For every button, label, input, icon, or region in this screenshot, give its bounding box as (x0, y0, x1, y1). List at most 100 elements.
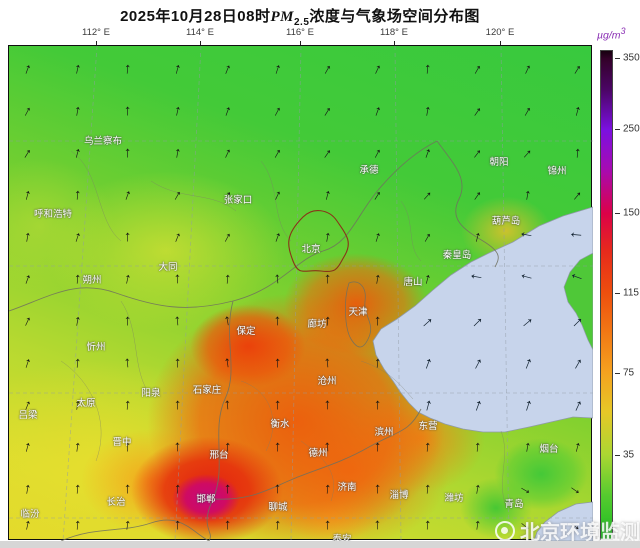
city-label: 北京 (301, 244, 321, 255)
wind-arrow: → (563, 393, 587, 416)
wind-arrow: → (315, 185, 336, 205)
wind-arrow: → (166, 480, 185, 498)
wind-arrow: → (464, 99, 487, 122)
city-label: 太原 (76, 398, 96, 409)
wind-arrow: → (65, 102, 86, 120)
lon-label: 112° E (82, 27, 110, 38)
wind-arrow: → (416, 60, 435, 78)
wind-arrow: → (266, 481, 285, 497)
wind-arrow: → (315, 228, 336, 246)
city-label: 临汾 (20, 509, 40, 520)
wind-arrow: → (165, 101, 186, 120)
wind-arrow: → (116, 145, 135, 161)
unit-base: µg/m (597, 29, 621, 42)
city-label: 晋中 (112, 437, 132, 448)
wind-arrow: → (165, 59, 186, 79)
wind-arrow: → (364, 100, 387, 121)
yellow-sea-qingdao (533, 501, 593, 541)
title-date: 2025年10月28日08时 (120, 8, 271, 25)
wind-arrow: → (416, 438, 435, 456)
wind-arrow: → (14, 310, 37, 332)
wind-arrow: → (465, 480, 486, 498)
wind-arrow: → (116, 516, 135, 534)
wind-arrow: → (65, 143, 86, 163)
wind-arrow: → (464, 394, 488, 416)
wind-arrow: → (463, 308, 488, 333)
wind-arrow: → (466, 269, 486, 291)
bottom-edge (0, 541, 640, 548)
longitude-axis: 112° E 114° E 116° E 118° E 120° E (0, 27, 592, 45)
wind-arrow: → (266, 270, 285, 288)
wind-arrow: → (15, 185, 36, 205)
wind-arrow: → (14, 100, 37, 122)
wind-arrow: → (66, 186, 85, 204)
colorbar-tick-mark (615, 58, 620, 59)
page-title: 2025年10月28日08时PM2.5浓度与气象场空间分布图 (8, 5, 592, 28)
wind-arrow: → (114, 184, 137, 205)
city-label: 张家口 (223, 195, 253, 206)
wind-arrow: → (266, 313, 285, 329)
wind-arrow: → (214, 226, 237, 248)
wind-arrow: → (314, 99, 337, 122)
wind-arrow: → (514, 351, 538, 374)
colorbar-tick-label: 150 (623, 207, 640, 219)
wind-arrow: → (65, 59, 86, 78)
province-borders (9, 140, 499, 541)
liaodong-peninsula (563, 252, 593, 351)
wind-arrow: → (415, 102, 436, 120)
city-label: 朝阳 (489, 157, 509, 168)
wind-arrow: → (266, 397, 285, 413)
city-label: 锦州 (547, 166, 567, 177)
wind-arrow: → (514, 141, 537, 164)
wind-arrow: → (166, 355, 185, 371)
wind-arrow: → (514, 58, 537, 80)
wind-arrow: → (116, 60, 135, 78)
wind-arrow: → (116, 396, 135, 414)
city-label: 忻州 (86, 342, 106, 353)
beijing-border (288, 210, 349, 273)
wind-arrow: → (316, 517, 335, 533)
wind-arrow: → (565, 437, 586, 457)
wind-arrow: → (216, 481, 235, 497)
wind-arrow: → (214, 142, 237, 164)
wind-arrow: → (166, 312, 185, 330)
wind-arrow: → (464, 58, 487, 80)
wind-arrow: → (15, 353, 36, 373)
wind-arrow: → (414, 394, 437, 415)
wind-arrow: → (464, 141, 487, 164)
wind-arrow: → (565, 268, 587, 292)
lon-tick (200, 41, 201, 45)
wind-arrow: → (414, 352, 438, 374)
wind-arrow: → (15, 437, 36, 457)
wind-arrow: → (265, 59, 286, 79)
city-label: 滨州 (374, 427, 394, 438)
wind-arrow: → (366, 354, 385, 372)
city-label: 秦皇岛 (442, 250, 472, 261)
map-overlay-svg (9, 46, 593, 541)
city-label: 青岛 (504, 499, 524, 510)
wind-arrow: → (264, 184, 287, 206)
wind-arrow: → (66, 438, 85, 456)
weibo-icon (495, 520, 515, 541)
city-label: 德州 (308, 448, 328, 459)
watermark: 北京环境监测 (495, 516, 640, 545)
wind-arrow: → (166, 439, 185, 455)
colorbar-tick-label: 35 (623, 449, 635, 461)
wind-arrow: → (66, 270, 85, 288)
city-label: 衡水 (270, 419, 290, 430)
lon-tick (96, 41, 97, 45)
wind-arrow: → (316, 480, 335, 498)
pm25-colorbar (600, 50, 613, 540)
wind-arrow: → (516, 227, 536, 249)
wind-arrow: → (515, 438, 536, 456)
colorbar-tick-mark (615, 373, 620, 374)
wind-arrow: → (563, 351, 588, 375)
wind-arrow: → (564, 183, 587, 206)
wind-arrow: → (567, 227, 586, 247)
wind-arrow: → (264, 226, 287, 247)
city-label: 吕梁 (18, 410, 38, 421)
wind-arrow: → (565, 101, 586, 121)
city-label: 东营 (418, 421, 438, 432)
wind-arrow: → (413, 308, 438, 333)
wind-arrow: → (364, 183, 387, 206)
